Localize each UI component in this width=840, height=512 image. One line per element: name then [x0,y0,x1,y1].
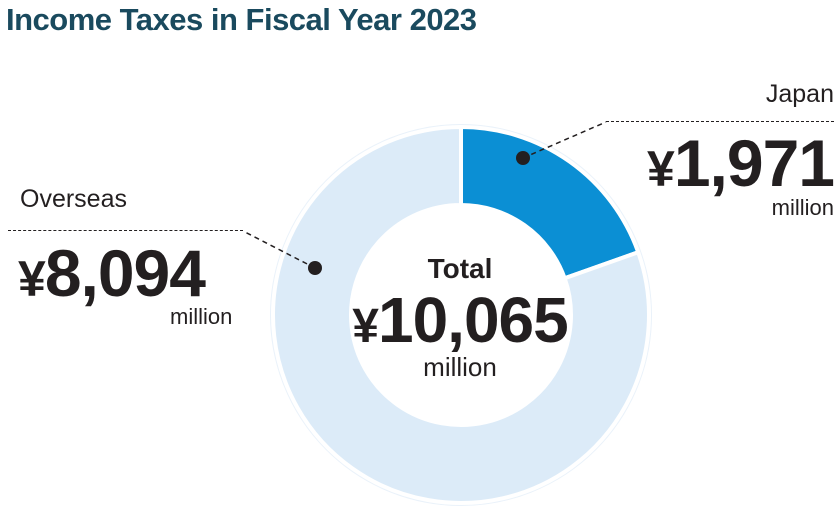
donut-slices [270,124,652,506]
leader-line-japan-diagonal [522,121,607,159]
total-currency-symbol: ¥ [352,300,379,353]
japan-value-number: 1,971 [673,126,835,200]
japan-label: Japan [765,80,834,108]
slice-japan [459,125,641,281]
overseas-value-number: 8,094 [44,236,206,310]
overseas-value: ¥8,094 [18,240,206,307]
japan-unit: million [771,195,834,220]
slice-overseas [271,125,651,505]
total-value: ¥10,065 [290,288,630,352]
leader-line-overseas-diagonal [242,230,316,269]
total-unit: million [423,352,497,382]
total-value-number: 10,065 [377,284,569,356]
chart-title: Income Taxes in Fiscal Year 2023 [6,2,477,37]
total-label: Total [427,253,493,284]
japan-currency-symbol: ¥ [647,141,675,197]
marker-dot-overseas [308,261,322,275]
overseas-currency-symbol: ¥ [18,251,46,307]
overseas-unit: million [170,304,233,329]
leader-line-overseas [8,230,243,231]
marker-dot-japan [516,151,530,165]
overseas-label: Overseas [20,185,127,213]
japan-value: ¥1,971 [647,130,835,197]
leader-line-japan [606,121,834,122]
